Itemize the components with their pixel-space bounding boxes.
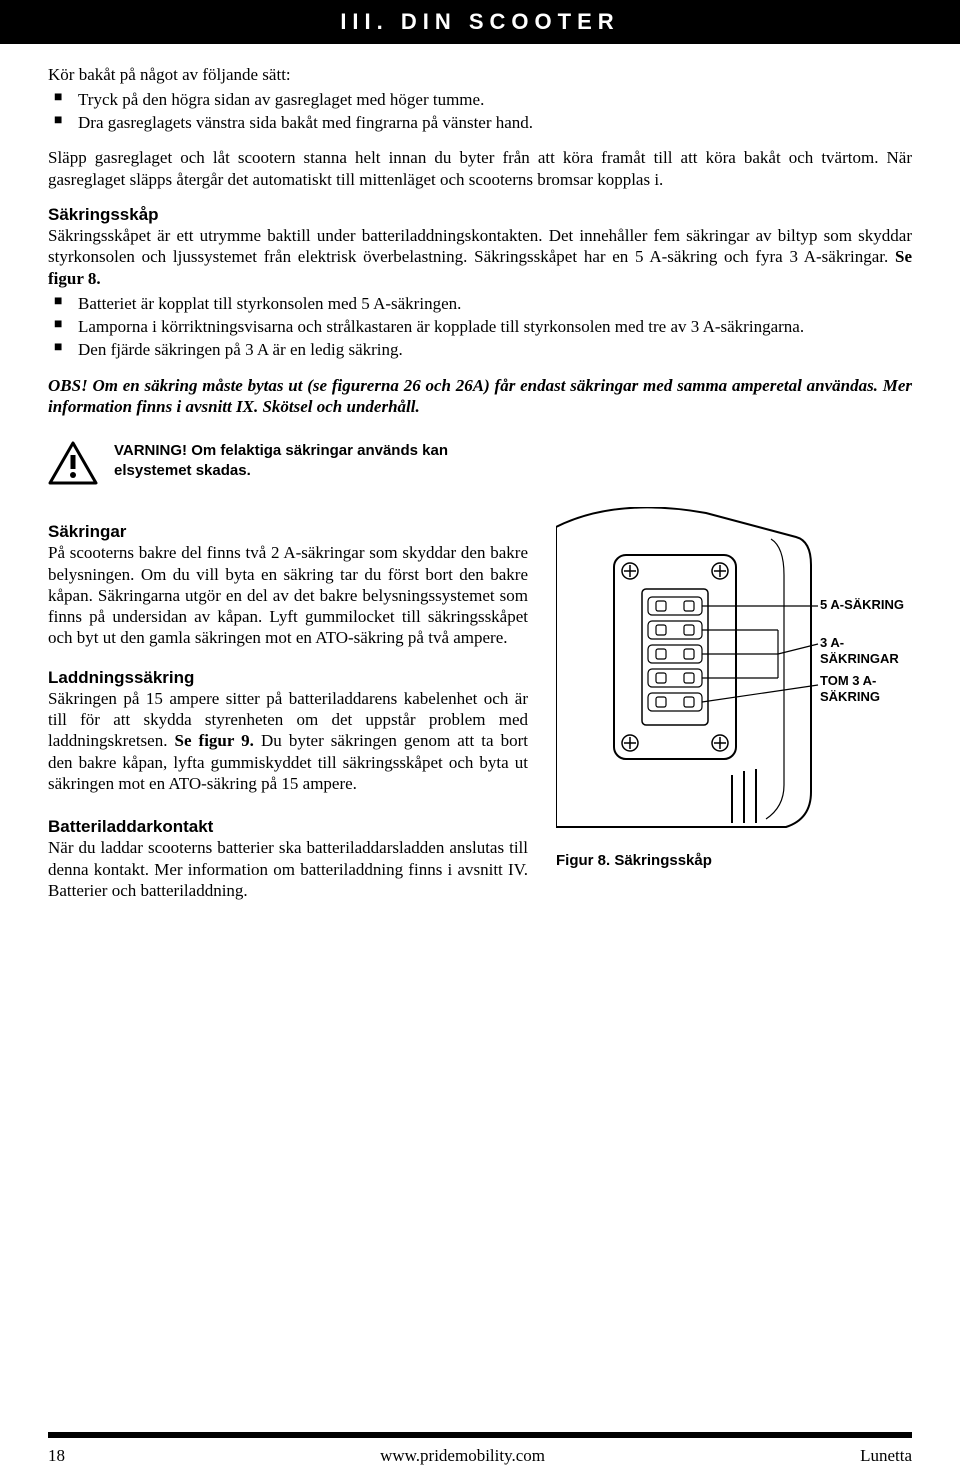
body-text: Säkringsskåpet är ett utrymme baktill un… [48,226,912,266]
paragraph: När du laddar scooterns batterier ska ba… [48,837,528,901]
paragraph: Säkringsskåpet är ett utrymme baktill un… [48,225,912,289]
footer-rule [48,1432,912,1438]
footer-url: www.pridemobility.com [380,1445,545,1466]
heading-sakringsskap: Säkringsskåp [48,204,912,225]
callout-tom-3a: TOM 3 A- SÄKRING [820,673,880,704]
warning-block: VARNING! Om felaktiga säkringar används … [48,441,912,485]
warning-triangle-icon [48,441,98,485]
callout-line: TOM 3 A- [820,673,876,688]
list-item: Dra gasreglagets vänstra sida bakåt med … [48,112,912,133]
page-number: 18 [48,1445,65,1466]
heading-sakringar: Säkringar [48,521,528,542]
obs-note: OBS! Om en säkring måste bytas ut (se fi… [48,375,912,418]
fuse-box-diagram [556,507,916,837]
heading-laddningssakring: Laddningssäkring [48,667,528,688]
callout-5a: 5 A-SÄKRING [820,597,904,613]
section-header: III. DIN SCOOTER [0,0,960,44]
see-figure-ref: Se figur 9. [175,731,254,750]
callout-line: SÄKRING [820,689,880,704]
paragraph: Säkringen på 15 ampere sitter på batteri… [48,688,528,794]
intro-line: Kör bakåt på något av följande sätt: [48,64,912,85]
intro-bullet-list: Tryck på den högra sidan av gasreglaget … [48,89,912,134]
list-item: Lamporna i körriktningsvisarna och strål… [48,316,912,337]
list-item: Batteriet är kopplat till styrkonsolen m… [48,293,912,314]
footer: 18 www.pridemobility.com Lunetta [48,1445,912,1466]
bullet-list: Batteriet är kopplat till styrkonsolen m… [48,293,912,361]
paragraph: På scooterns bakre del finns två 2 A-säk… [48,542,528,648]
warning-text: VARNING! Om felaktiga säkringar används … [114,441,484,480]
list-item: Tryck på den högra sidan av gasreglaget … [48,89,912,110]
figure-8: 5 A-SÄKRING 3 A-SÄKRINGAR TOM 3 A- SÄKRI… [556,507,916,842]
figure-caption: Figur 8. Säkringsskåp [556,852,916,871]
callout-3a: 3 A-SÄKRINGAR [820,635,916,666]
paragraph: Släpp gasreglaget och låt scootern stann… [48,147,912,190]
heading-batteriladdarkontakt: Batteriladdarkontakt [48,816,528,837]
list-item: Den fjärde säkringen på 3 A är en ledig … [48,339,912,360]
footer-model: Lunetta [860,1445,912,1466]
